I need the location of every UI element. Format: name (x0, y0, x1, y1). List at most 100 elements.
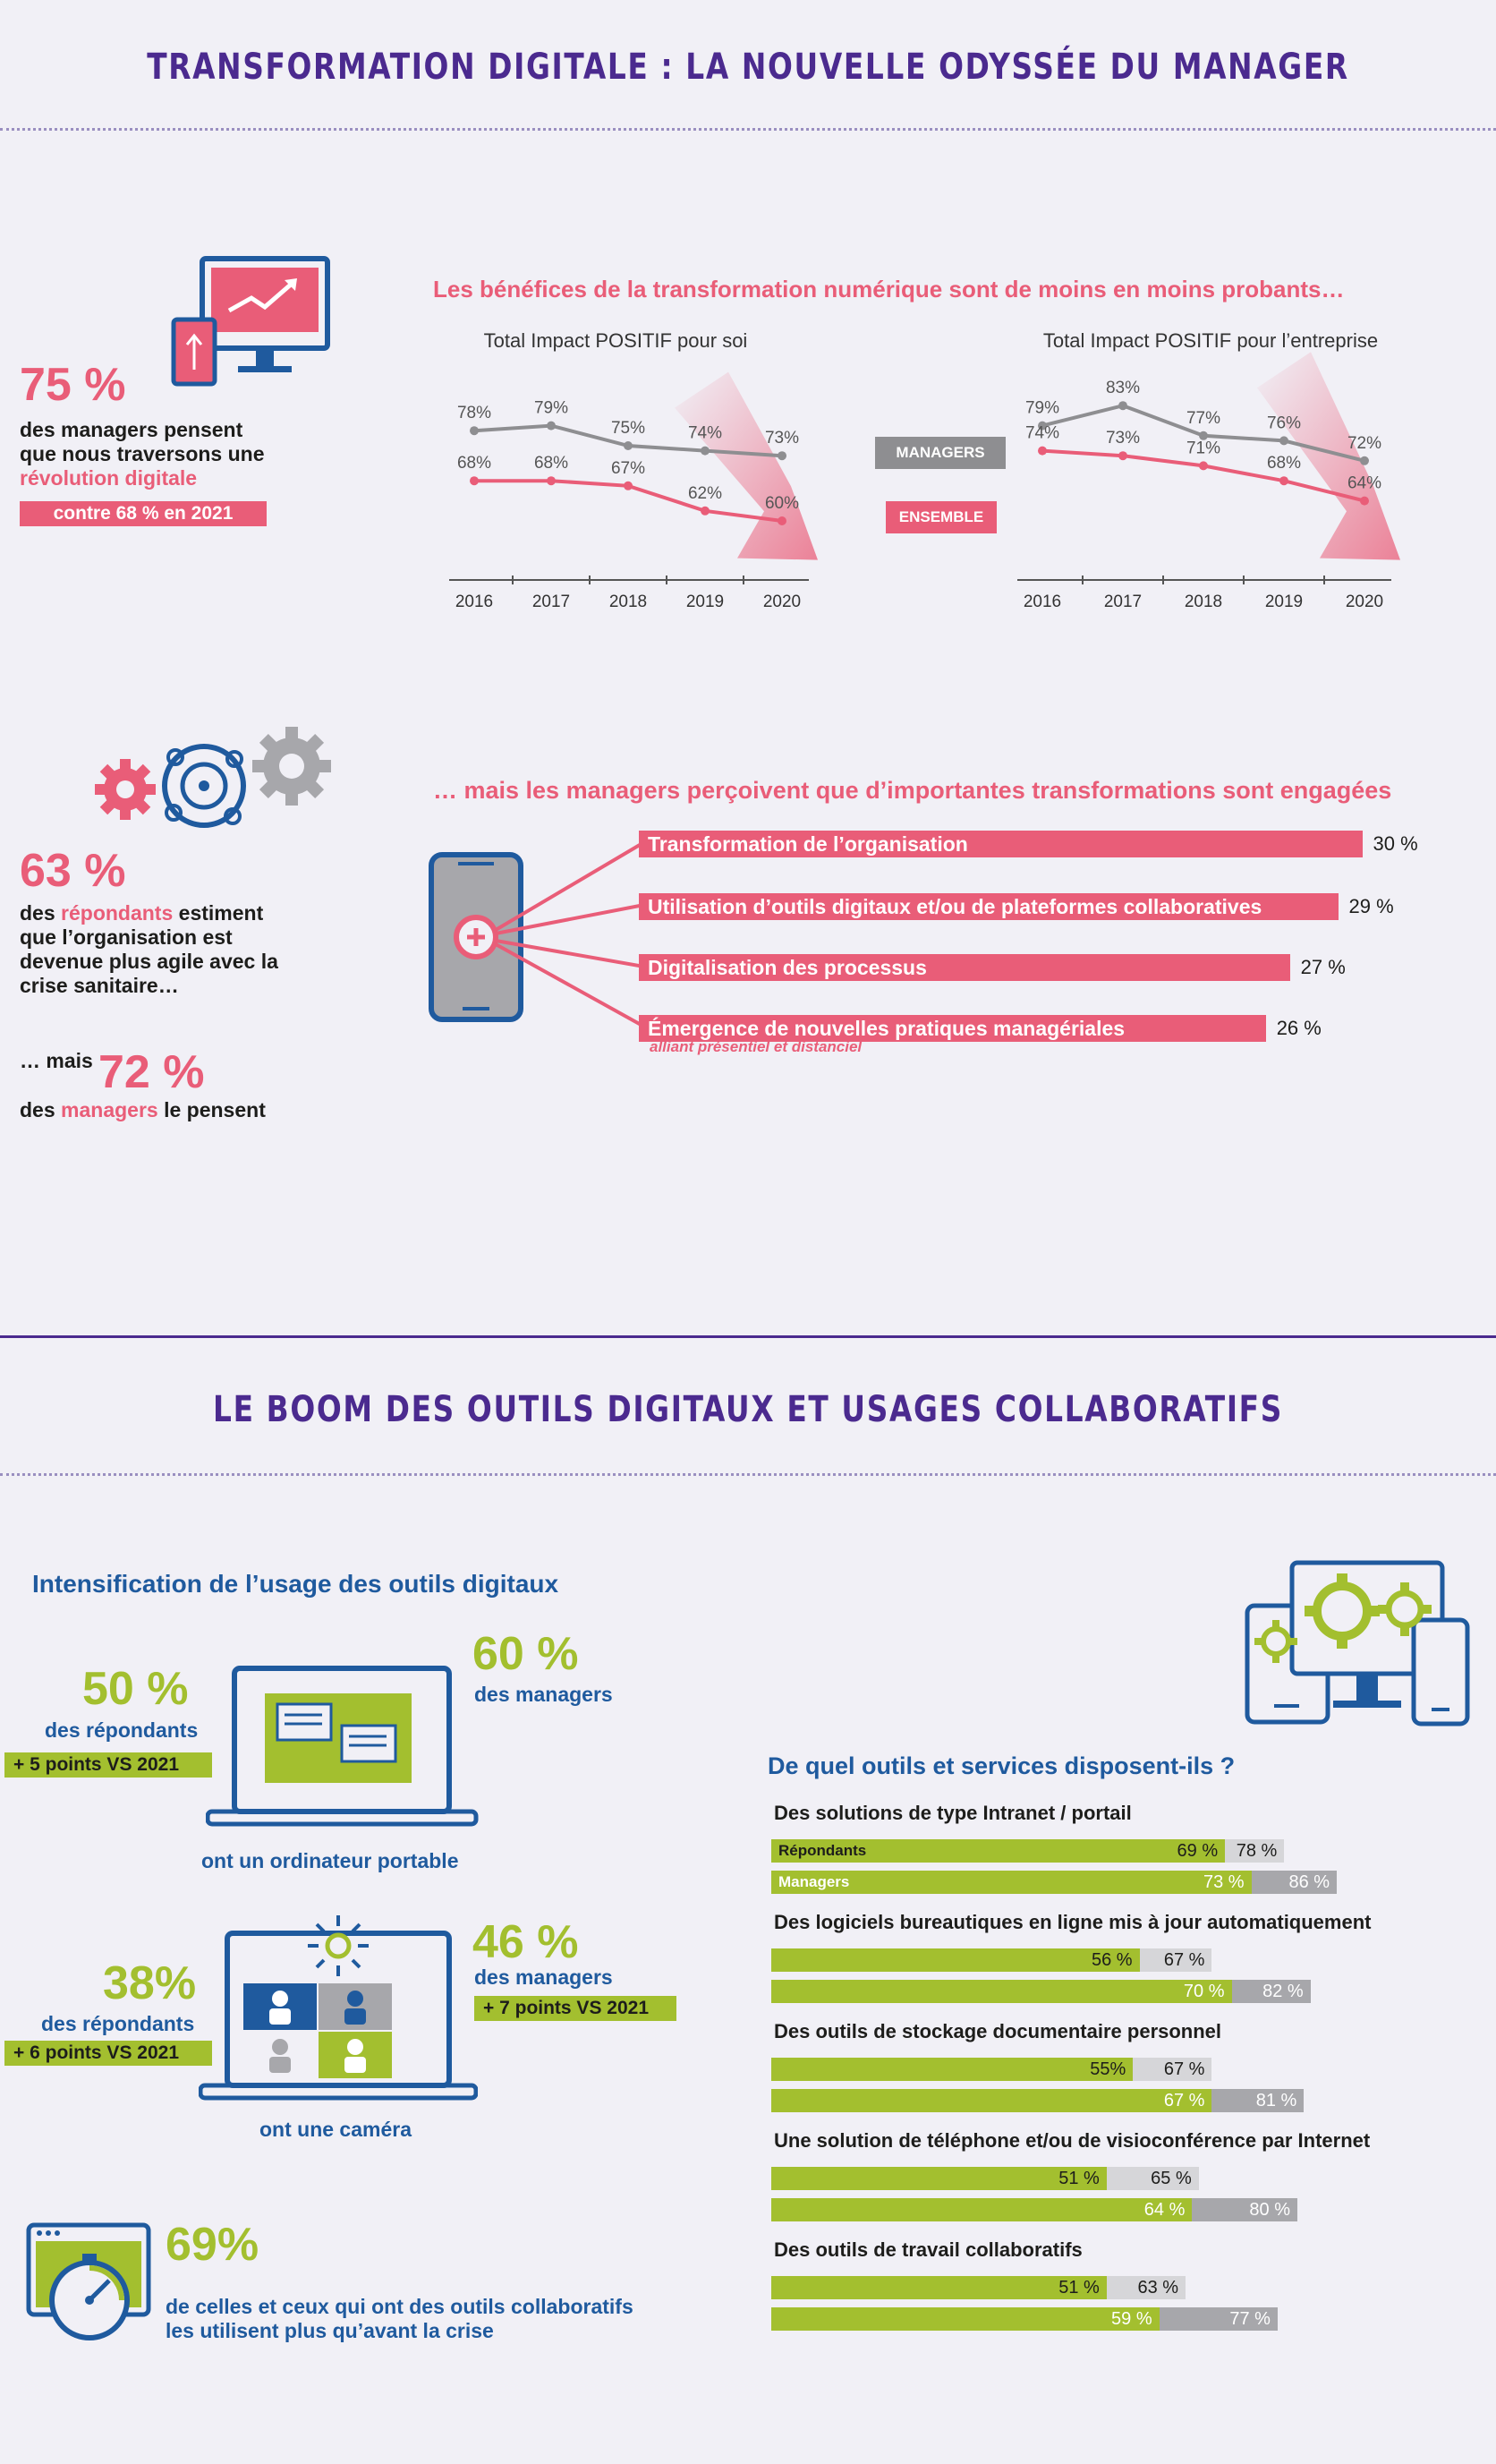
video-call-icon (199, 1915, 478, 2101)
line-chart-pour-entreprise: Total Impact POSITIF pour l’entreprise 20… (1017, 329, 1400, 611)
total-label: 86 % (1288, 1872, 1330, 1892)
value-label: 55% (1090, 2059, 1126, 2079)
laptop-resp-label: des répondants (45, 1718, 199, 1742)
laptop-mgr-label: des managers (474, 1683, 613, 1706)
stat-75-badge: contre 68 % en 2021 (20, 501, 267, 526)
value-label: 73 % (1203, 1872, 1245, 1892)
bar-label: Utilisation d’outils digitaux et/ou de p… (648, 895, 1262, 918)
data-point (624, 441, 633, 450)
data-label: 78% (457, 404, 491, 422)
data-label: 64% (1347, 474, 1381, 493)
data-label: 68% (457, 454, 491, 473)
data-point (470, 476, 479, 486)
stat-63-pct: 63 % (20, 845, 126, 897)
value-label: 70 % (1183, 1982, 1225, 2001)
data-label: 68% (1267, 454, 1301, 473)
data-point (778, 451, 786, 461)
data-label: 68% (534, 454, 568, 473)
laptop-resp-badge: + 5 points VS 2021 (4, 1752, 212, 1778)
series-tag: Répondants (778, 1842, 867, 1859)
stat-75-pct: 75 % (20, 359, 126, 411)
bar-label: Émergence de nouvelles pratiques managér… (648, 1017, 1126, 1040)
tool-question: Des solutions de type Intranet / portail (774, 1802, 1132, 1824)
total-label: 65 % (1151, 2169, 1192, 2188)
value-label: 59 % (1111, 2309, 1152, 2329)
devices-gears-icon (1245, 1560, 1470, 1727)
value-bar: 69 % Répondants (771, 1839, 1226, 1863)
total-label: 67 % (1163, 2059, 1205, 2079)
data-point (1360, 496, 1369, 506)
data-point (1360, 456, 1369, 465)
laptop-chat-icon (206, 1666, 479, 1827)
x-tick-label: 2019 (1265, 593, 1303, 611)
stat-72-pre: … mais (20, 1049, 93, 1072)
trend-arrow (675, 371, 818, 560)
data-label: 75% (611, 419, 645, 438)
camera-resp-pct: 38% (103, 1957, 197, 2009)
value-bar: 70 % (771, 1980, 1232, 2003)
value-bar: 64 % (771, 2198, 1193, 2221)
section-title-1: TRANSFORMATION DIGITALE : LA NOUVELLE OD… (147, 47, 1349, 88)
camera-caption: ont une caméra (259, 2118, 412, 2141)
bar-label: Digitalisation des processus (648, 956, 927, 979)
data-label: 79% (534, 399, 568, 418)
data-label: 76% (1267, 414, 1301, 432)
total-label: 77 % (1229, 2309, 1271, 2329)
transformation-bar: Utilisation d’outils digitaux et/ou de p… (639, 893, 1339, 920)
transformation-bar: Transformation de l’organisation (639, 831, 1363, 857)
value-label: 51 % (1058, 2278, 1100, 2298)
data-label: 83% (1106, 379, 1140, 397)
data-point (1038, 421, 1047, 431)
total-label: 78 % (1236, 1841, 1278, 1861)
laptop-mgr-pct: 60 % (472, 1628, 579, 1680)
data-label: 74% (688, 424, 722, 443)
value-label: 67 % (1163, 2091, 1205, 2110)
data-point (1118, 451, 1127, 461)
camera-mgr-badge: + 7 points VS 2021 (474, 1996, 676, 2021)
gears-icon (95, 727, 331, 828)
transformation-bar: Digitalisation des processus (639, 954, 1290, 981)
x-tick-label: 2016 (1024, 593, 1061, 611)
data-point (547, 421, 556, 431)
x-tick-label: 2020 (1346, 593, 1383, 611)
value-label: 69 % (1177, 1841, 1219, 1861)
value-bar: 73 % Managers (771, 1871, 1252, 1894)
series-tag: Managers (778, 1873, 850, 1890)
data-label: 73% (1106, 429, 1140, 448)
collab-pct: 69% (166, 2219, 259, 2271)
divider (0, 128, 1496, 131)
x-tick-label: 2018 (609, 593, 647, 611)
line-chart-pour-soi: Total Impact POSITIF pour soi 2016 2017 201… (449, 329, 818, 611)
data-point (624, 481, 633, 490)
section-title-2: LE BOOM DES OUTILS DIGITAUX ET USAGES CO… (213, 1389, 1283, 1430)
monitor-trend-icon (171, 256, 330, 387)
value-label: 51 % (1058, 2169, 1100, 2188)
value-bar: 51 % (771, 2167, 1107, 2190)
value-bar: 59 % (771, 2307, 1160, 2331)
legend-managers: MANAGERS (875, 437, 1006, 469)
collab-text: de celles et ceux qui ont des outils col… (166, 2295, 633, 2342)
transformations-heading: … mais les managers perçoivent que d’imp… (433, 777, 1392, 804)
x-tick-label: 2017 (532, 593, 570, 611)
stat-75-text: des managers pensent que nous traversons… (20, 418, 265, 490)
data-label: 71% (1186, 439, 1220, 457)
data-point (1279, 476, 1288, 486)
camera-mgr-label: des managers (474, 1965, 613, 1989)
total-label: 80 % (1249, 2200, 1290, 2220)
data-label: 79% (1025, 399, 1059, 418)
section-divider (0, 1335, 1496, 1338)
data-label: 73% (765, 429, 799, 448)
bar-value: 27 % (1300, 956, 1346, 978)
value-label: 56 % (1092, 1950, 1133, 1970)
camera-mgr-pct: 46 % (472, 1916, 579, 1968)
value-bar: 67 % (771, 2089, 1212, 2112)
data-point (1118, 401, 1127, 411)
data-point (1199, 431, 1208, 440)
camera-resp-label: des répondants (41, 2012, 195, 2035)
data-point (701, 506, 710, 516)
data-point (1199, 461, 1208, 471)
stat-72-pct: 72 % (98, 1046, 205, 1098)
tool-question: Des outils de travail collaboratifs (774, 2238, 1083, 2261)
bar-label: Transformation de l’organisation (648, 832, 968, 856)
laptop-resp-pct: 50 % (82, 1663, 189, 1715)
